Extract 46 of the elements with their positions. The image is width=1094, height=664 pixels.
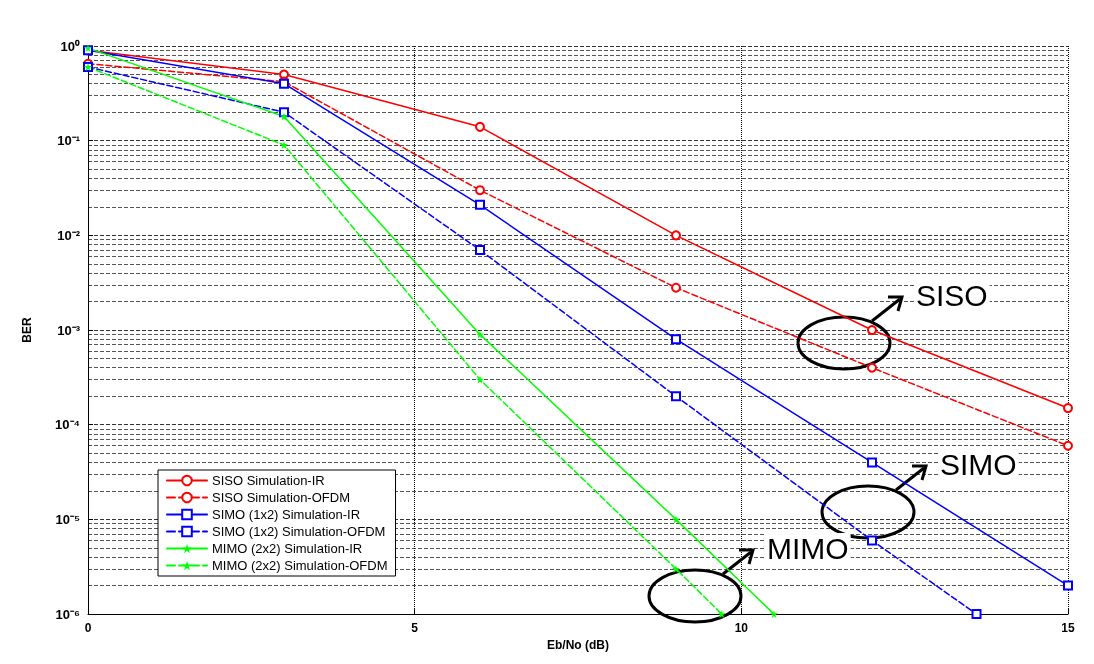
legend-label: SISO Simulation-OFDM xyxy=(212,490,350,505)
point xyxy=(770,610,778,619)
annotation: MIMO xyxy=(767,531,849,565)
point xyxy=(279,107,289,118)
point xyxy=(672,515,680,524)
y-tick-label: 10⁻⁴ xyxy=(55,417,80,433)
point xyxy=(671,391,681,402)
point xyxy=(671,230,681,241)
y-tick-label: 10⁻³ xyxy=(57,322,81,338)
legend-label: SIMO (1x2) Simulation-OFDM xyxy=(212,524,386,539)
point xyxy=(1063,580,1073,591)
y-tick-label: 10⁰ xyxy=(60,38,80,54)
x-axis-title: Eb/No (dB) xyxy=(547,638,609,652)
legend-label: MIMO (2x2) Simulation-IR xyxy=(212,541,363,556)
y-tick-label: 10⁻¹ xyxy=(57,133,80,149)
point xyxy=(867,362,877,373)
point xyxy=(971,609,982,620)
x-tick-label: 0 xyxy=(84,621,92,636)
point xyxy=(867,535,877,546)
point xyxy=(867,325,877,336)
point xyxy=(280,112,288,121)
point xyxy=(475,121,485,132)
point xyxy=(475,185,485,196)
point xyxy=(717,610,726,619)
x-tick-label: 10 xyxy=(734,621,749,636)
annotation: SIMO xyxy=(940,447,1017,481)
y-axis-title: BER xyxy=(20,317,34,343)
point xyxy=(671,282,681,293)
x-tick-label: 5 xyxy=(411,621,419,636)
point xyxy=(475,199,485,210)
legend-label: SISO Simulation-IR xyxy=(212,473,325,488)
point xyxy=(280,141,288,150)
point xyxy=(1063,403,1073,414)
point xyxy=(671,334,681,345)
point xyxy=(1063,440,1073,451)
legend-label: MIMO (2x2) Simulation-OFDM xyxy=(212,558,388,573)
y-tick-label: 10⁻² xyxy=(57,227,81,243)
y-tick-label: 10⁻⁶ xyxy=(55,606,81,622)
point xyxy=(475,245,485,256)
point xyxy=(476,375,484,384)
x-tick-label: 15 xyxy=(1061,621,1075,636)
point xyxy=(476,330,484,339)
annotation: SISO xyxy=(916,278,988,312)
point xyxy=(867,457,877,468)
legend-label: SIMO (1x2) Simulation-IR xyxy=(212,507,361,522)
y-tick-label: 10⁻⁵ xyxy=(55,511,80,527)
